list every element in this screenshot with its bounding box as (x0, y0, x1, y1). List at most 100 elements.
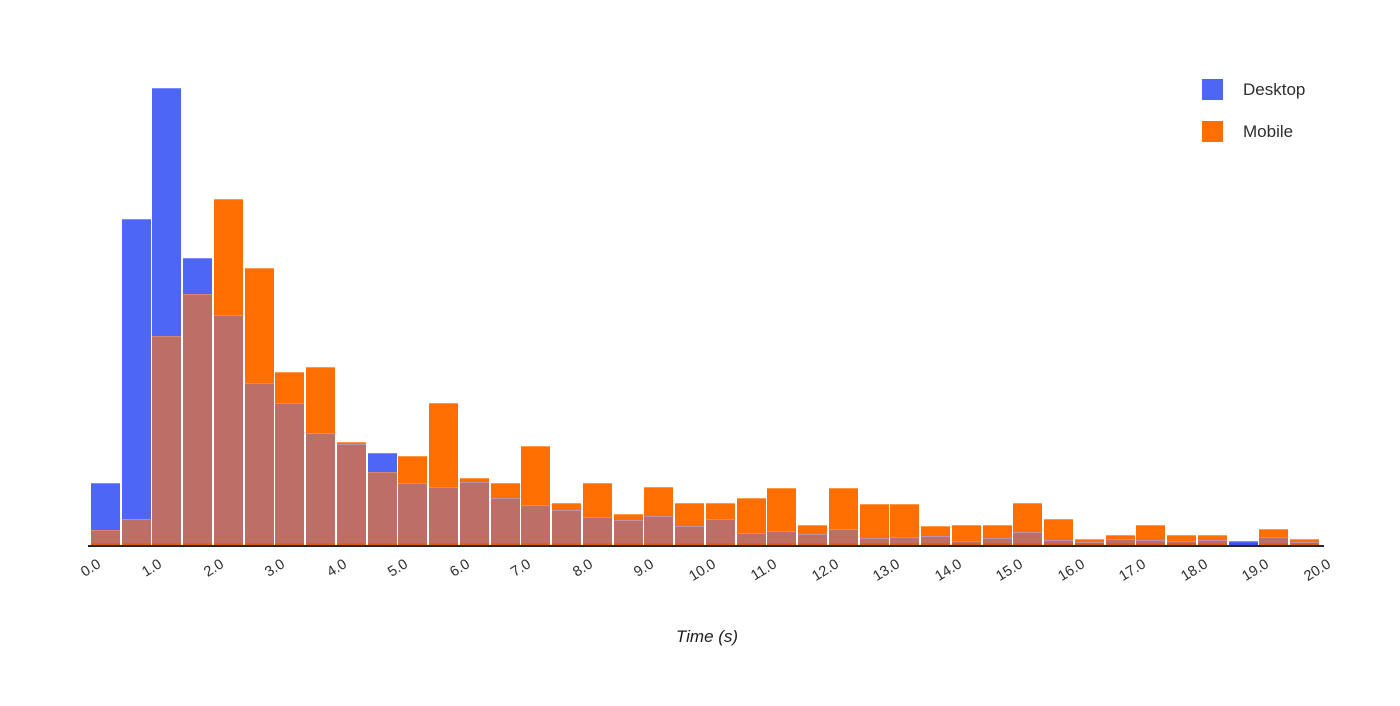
histogram-bar-baseline-edge (1044, 543, 1074, 545)
histogram-bar-overlap-segment (213, 315, 243, 545)
histogram-bar-overlap-segment (90, 530, 120, 545)
histogram-bar-desktop-segment (367, 453, 397, 472)
x-axis-tick-label: 0.0 (78, 556, 104, 581)
histogram-bar-overlap-segment (644, 516, 674, 545)
histogram-bar-mobile-segment (244, 268, 274, 383)
histogram-bar-baseline-edge (336, 543, 366, 545)
histogram-bar-mobile-segment (859, 504, 889, 538)
histogram-bar-overlap-segment (1044, 540, 1074, 545)
histogram-bar-baseline-edge (552, 543, 582, 545)
histogram-bar-overlap-segment (705, 519, 735, 545)
histogram-bar-baseline-edge (613, 543, 643, 545)
histogram-bar-overlap-segment (552, 510, 582, 545)
histogram-bar-baseline-edge (1074, 543, 1104, 545)
histogram-bar-mobile-segment (306, 367, 336, 433)
histogram-bar-mobile-segment (1259, 529, 1289, 537)
histogram-bar-overlap-segment (152, 336, 182, 545)
desktop-legend-swatch (1202, 79, 1223, 100)
legend: Desktop Mobile (1202, 79, 1305, 163)
x-axis-tick-label: 4.0 (324, 556, 350, 581)
histogram-bar-mobile-segment (798, 525, 828, 534)
x-axis-tick-label: 20.0 (1301, 556, 1334, 585)
histogram-bar-overlap-segment (183, 294, 213, 545)
histogram-bar-overlap-segment (1259, 537, 1289, 545)
histogram-bar-baseline-edge (459, 543, 489, 545)
histogram-bar-baseline-edge (429, 543, 459, 545)
histogram-bar-mobile-segment (890, 504, 920, 537)
histogram-bar-baseline-edge (951, 543, 981, 545)
histogram-bar-baseline-edge (275, 543, 305, 545)
x-axis-tick-label: 5.0 (385, 556, 412, 581)
histogram-bar-baseline-edge (1197, 543, 1227, 545)
histogram-bar-baseline-edge (367, 543, 397, 545)
histogram-bar-overlap-segment (121, 519, 151, 545)
histogram-bar-baseline-edge (244, 543, 274, 545)
histogram-bar-overlap-segment (367, 472, 397, 545)
histogram-bar-baseline-edge (183, 543, 213, 545)
histogram-bar-overlap-segment (798, 534, 828, 545)
histogram-bar-overlap-segment (336, 444, 366, 545)
x-axis-tick-label: 18.0 (1178, 556, 1211, 585)
histogram-bar-baseline-edge (121, 543, 151, 545)
histogram-bar-mobile-segment (1136, 525, 1166, 540)
mobile-legend-swatch (1202, 121, 1223, 142)
histogram-bar-overlap-segment (675, 526, 705, 545)
histogram-bar-overlap-segment (1013, 532, 1043, 545)
histogram-bar-baseline-edge (582, 543, 612, 545)
histogram-bar-mobile-segment (644, 487, 674, 516)
histogram-bar-mobile-segment (459, 478, 489, 482)
histogram-bar-desktop-segment (183, 258, 213, 294)
desktop-legend-label: Desktop (1243, 79, 1306, 99)
histogram-bar-mobile-segment (1044, 519, 1074, 540)
histogram-bar-mobile-segment (275, 372, 305, 403)
histogram-bar-overlap-segment (613, 520, 643, 545)
histogram-bar-baseline-edge (1167, 543, 1197, 545)
histogram-bar-mobile-segment (1290, 539, 1320, 542)
x-axis-tick-label: 10.0 (686, 556, 719, 585)
histogram-bar-mobile-segment (1074, 539, 1104, 542)
histogram-bar-baseline-edge (152, 543, 182, 545)
histogram-bar-mobile-segment (552, 503, 582, 510)
histogram-bar-overlap-segment (306, 433, 336, 545)
x-axis-tick-label: 6.0 (447, 556, 473, 581)
histogram-bar-mobile-segment (767, 488, 797, 531)
legend-item-desktop[interactable]: Desktop (1202, 79, 1305, 100)
histogram-bar-overlap-segment (890, 537, 920, 545)
histogram-bar-overlap-segment (429, 487, 459, 545)
x-axis-tick-label: 16.0 (1055, 556, 1088, 585)
histogram-bar-desktop-segment (152, 88, 182, 336)
histogram-bar-overlap-segment (921, 536, 951, 545)
histogram-bar-baseline-edge (859, 543, 889, 545)
histogram-bar-overlap-segment (828, 529, 858, 545)
x-axis-tick-label: 12.0 (809, 556, 842, 585)
histogram-bar-baseline-edge (890, 543, 920, 545)
mobile-legend-label: Mobile (1243, 121, 1294, 141)
histogram-bar-baseline-edge (798, 543, 828, 545)
histogram-bar-baseline-edge (490, 543, 520, 545)
histogram-bar-mobile-segment (613, 514, 643, 520)
histogram-bar-mobile-segment (1197, 535, 1227, 540)
histogram-bar-baseline-edge (90, 543, 120, 545)
histogram-bar-desktop-segment (90, 483, 120, 530)
histogram-bar-baseline-edge (1136, 543, 1166, 545)
histogram-bar-baseline-edge (828, 543, 858, 545)
histogram-bar-baseline-edge (644, 543, 674, 545)
histogram-bar-baseline-edge (306, 543, 336, 545)
histogram-bar-overlap-segment (582, 517, 612, 545)
histogram-bar-mobile-segment (336, 442, 366, 444)
x-axis-tick-label: 1.0 (139, 556, 166, 581)
histogram-bar-overlap-segment (1105, 539, 1135, 545)
histogram-bar-mobile-segment (982, 525, 1012, 538)
histogram-bar-baseline-edge (767, 543, 797, 545)
histogram-bar-overlap-segment (459, 482, 489, 545)
histogram-bar-overlap-segment (736, 533, 766, 545)
histogram-bar-baseline-edge (921, 543, 951, 545)
histogram-bar-baseline-edge (705, 543, 735, 545)
x-axis-tick-label: 15.0 (993, 556, 1027, 585)
histogram-bar-overlap-segment (521, 505, 551, 545)
x-axis-tick-label: 11.0 (748, 556, 781, 585)
histogram-bar-baseline-edge (736, 543, 766, 545)
histogram-bar-baseline-edge (982, 543, 1012, 545)
legend-item-mobile[interactable]: Mobile (1202, 121, 1305, 142)
